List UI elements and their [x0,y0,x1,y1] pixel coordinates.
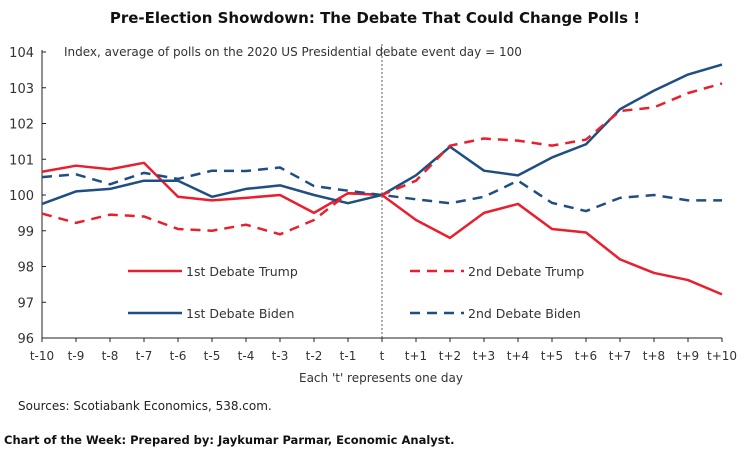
x-tick-label: t+9 [677,349,699,363]
x-tick-label: t-3 [272,349,289,363]
x-tick-label: t+2 [439,349,461,363]
x-tick-label: t+1 [405,349,427,363]
y-tick-label: 98 [17,261,34,276]
x-tick-label: t+6 [575,349,597,363]
x-tick-label: t [380,349,385,363]
x-tick-label: t+7 [609,349,631,363]
x-tick-label: t-8 [102,349,119,363]
x-tick-label: t+3 [473,349,495,363]
line-chart: Index, average of polls on the 2020 US P… [9,44,737,385]
y-tick-label: 99 [17,225,34,240]
chart-title: Pre-Election Showdown: The Debate That C… [109,9,641,27]
y-tick-label: 97 [17,296,34,311]
y-tick-label: 100 [9,189,34,204]
x-tick-label: t+8 [643,349,665,363]
legend-label: 2nd Debate Biden [468,306,581,321]
x-tick-label: t-7 [136,349,153,363]
legend-label: 1st Debate Biden [186,306,294,321]
x-axis-label: Each 't' represents one day [299,371,463,385]
x-tick-label: t-5 [204,349,221,363]
y-tick-label: 101 [9,153,34,168]
sources-note: Sources: Scotiabank Economics, 538.com. [18,399,272,413]
x-tick-label: t-2 [306,349,323,363]
y-tick-label: 96 [17,332,34,347]
legend-label: 2nd Debate Trump [468,264,584,279]
x-tick-label: t-10 [30,349,54,363]
legend-label: 1st Debate Trump [186,264,298,279]
x-tick-label: t-9 [68,349,85,363]
series-line-2nd-debate-trump [41,82,723,236]
y-tick-label: 102 [9,118,34,133]
y-tick-label: 104 [9,46,34,61]
x-tick-label: t-6 [170,349,187,363]
footer-credit: Chart of the Week: Prepared by: Jaykumar… [4,433,455,447]
y-tick-label: 103 [9,82,34,97]
x-tick-label: t+4 [507,349,529,363]
x-tick-label: t-4 [238,349,255,363]
x-tick-label: t-1 [340,349,357,363]
plot-group: Index, average of polls on the 2020 US P… [9,44,737,385]
x-tick-label: t+5 [541,349,563,363]
chart-subtitle: Index, average of polls on the 2020 US P… [64,45,522,59]
x-tick-label: t+10 [707,349,737,363]
